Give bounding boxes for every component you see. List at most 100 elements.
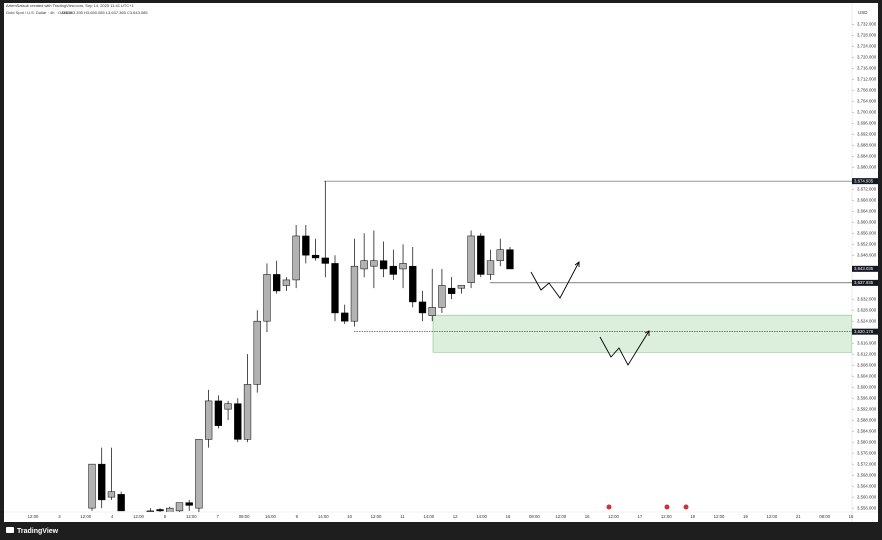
demand-zone xyxy=(432,314,852,353)
candle-body xyxy=(428,307,436,316)
candle-body xyxy=(204,400,213,440)
x-tick-label: 16 xyxy=(585,514,590,519)
y-tick-label: 3,648.000 xyxy=(857,252,877,257)
x-tick-label: 12:00 xyxy=(186,514,197,519)
y-tick-label: 3,596.000 xyxy=(857,395,877,400)
candle-body xyxy=(331,263,339,314)
candle-body xyxy=(496,249,504,261)
event-icon[interactable] xyxy=(606,504,612,510)
x-tick-label: 7 xyxy=(217,514,220,519)
candle-body xyxy=(137,522,144,525)
candle-body xyxy=(166,507,174,512)
y-tick-label: 3,716.000 xyxy=(857,65,877,70)
y-tick-label: 3,576.000 xyxy=(857,450,877,455)
y-tick-label: 3,688.000 xyxy=(857,142,877,147)
x-tick-label: 12:00 xyxy=(714,514,725,519)
x-tick-label: 19 xyxy=(743,514,748,519)
y-tick-label: 3,668.000 xyxy=(857,197,877,202)
x-tick-label: 16:00 xyxy=(265,514,276,519)
x-tick-label: 17 xyxy=(638,514,643,519)
event-icon[interactable] xyxy=(664,504,670,510)
candle-body xyxy=(418,301,427,314)
y-tick-label: 3,708.000 xyxy=(857,87,877,92)
candle-body xyxy=(477,235,485,275)
price-label: 3,674.935 xyxy=(854,178,874,183)
y-tick-label: 3,632.000 xyxy=(857,296,877,301)
y-tick-label: 3,588.000 xyxy=(857,417,877,422)
y-tick-label: 3,584.000 xyxy=(857,428,877,433)
x-tick-label: 08:00 xyxy=(529,514,540,519)
y-tick-label: 3,564.000 xyxy=(857,483,877,488)
candle-body xyxy=(214,400,223,426)
x-tick-label: 4 xyxy=(111,514,114,519)
x-tick-label: 12 xyxy=(453,514,458,519)
arrow-head xyxy=(644,330,650,336)
x-tick-label: 08:00 xyxy=(819,514,830,519)
candle-body xyxy=(263,274,271,322)
y-tick-label: 3,656.000 xyxy=(857,230,877,235)
candle-body xyxy=(341,312,349,322)
price-label-box xyxy=(852,328,878,335)
chart-background xyxy=(4,3,878,522)
x-tick-label: 14:00 xyxy=(423,514,434,519)
y-tick-label: 3,572.000 xyxy=(857,461,877,466)
candle-body xyxy=(370,260,378,267)
price-label: 3,620.178 xyxy=(854,329,874,334)
x-tick-label: 18 xyxy=(690,514,695,519)
candle-body xyxy=(243,384,252,440)
candle-body xyxy=(282,279,291,286)
candle-body xyxy=(156,509,164,512)
candle-body xyxy=(98,463,106,501)
currency: USD xyxy=(858,10,868,15)
price-label-box xyxy=(852,265,878,272)
x-tick-label: 08:00 xyxy=(239,514,250,519)
projection-arrow xyxy=(599,330,650,366)
y-tick-label: 3,732.000 xyxy=(857,21,877,26)
x-tick-label: 16 xyxy=(849,514,854,519)
y-tick-label: 3,608.000 xyxy=(857,362,877,367)
x-tick-label: 12:00 xyxy=(133,514,144,519)
candle-body xyxy=(292,235,300,281)
candle-body xyxy=(234,403,242,440)
y-tick-label: 3,696.000 xyxy=(857,120,877,125)
candle-body xyxy=(506,249,514,270)
x-tick-label: 16 xyxy=(506,514,511,519)
candle-body xyxy=(379,260,388,270)
x-tick-label: 12:00 xyxy=(661,514,672,519)
y-tick-label: 3,568.000 xyxy=(857,472,877,477)
y-tick-label: 3,624.000 xyxy=(857,318,877,323)
candle-body xyxy=(311,254,320,259)
brand-logo xyxy=(6,527,14,533)
y-tick-label: 3,560.000 xyxy=(857,494,877,499)
header: ArtemSatsuk created with TradingView.com… xyxy=(6,3,135,8)
y-tick-label: 3,680.000 xyxy=(857,164,877,169)
candle-body xyxy=(389,265,397,275)
x-tick-label: 5 xyxy=(164,514,167,519)
x-tick-label: 14:00 xyxy=(476,514,487,519)
y-tick-label: 3,700.000 xyxy=(857,109,877,114)
y-tick-label: 3,692.000 xyxy=(857,131,877,136)
y-tick-label: 3,556.000 xyxy=(857,505,877,510)
x-tick-label: 12:00 xyxy=(371,514,382,519)
candle-body xyxy=(88,463,96,509)
candle-body xyxy=(107,491,116,498)
candle-body xyxy=(302,235,310,256)
price-label: 3,643.035 xyxy=(854,266,874,271)
x-tick-label: 12:00 xyxy=(555,514,566,519)
candle-body xyxy=(117,494,125,512)
x-tick-label: 3 xyxy=(58,514,61,519)
ohlc: O3,643.335 H3,650.085 L3,637.365 C3,643.… xyxy=(62,10,148,15)
candle-body xyxy=(350,265,359,322)
price-label-box xyxy=(852,178,878,185)
candle-body xyxy=(185,502,193,506)
y-tick-label: 3,672.000 xyxy=(857,186,877,191)
y-tick-label: 3,660.000 xyxy=(857,219,877,224)
y-tick-label: 3,628.000 xyxy=(857,307,877,312)
event-icon[interactable] xyxy=(683,504,689,510)
candle-body xyxy=(467,235,475,283)
candle-body xyxy=(273,274,281,292)
y-tick-label: 3,604.000 xyxy=(857,373,877,378)
candle-body xyxy=(486,260,495,275)
